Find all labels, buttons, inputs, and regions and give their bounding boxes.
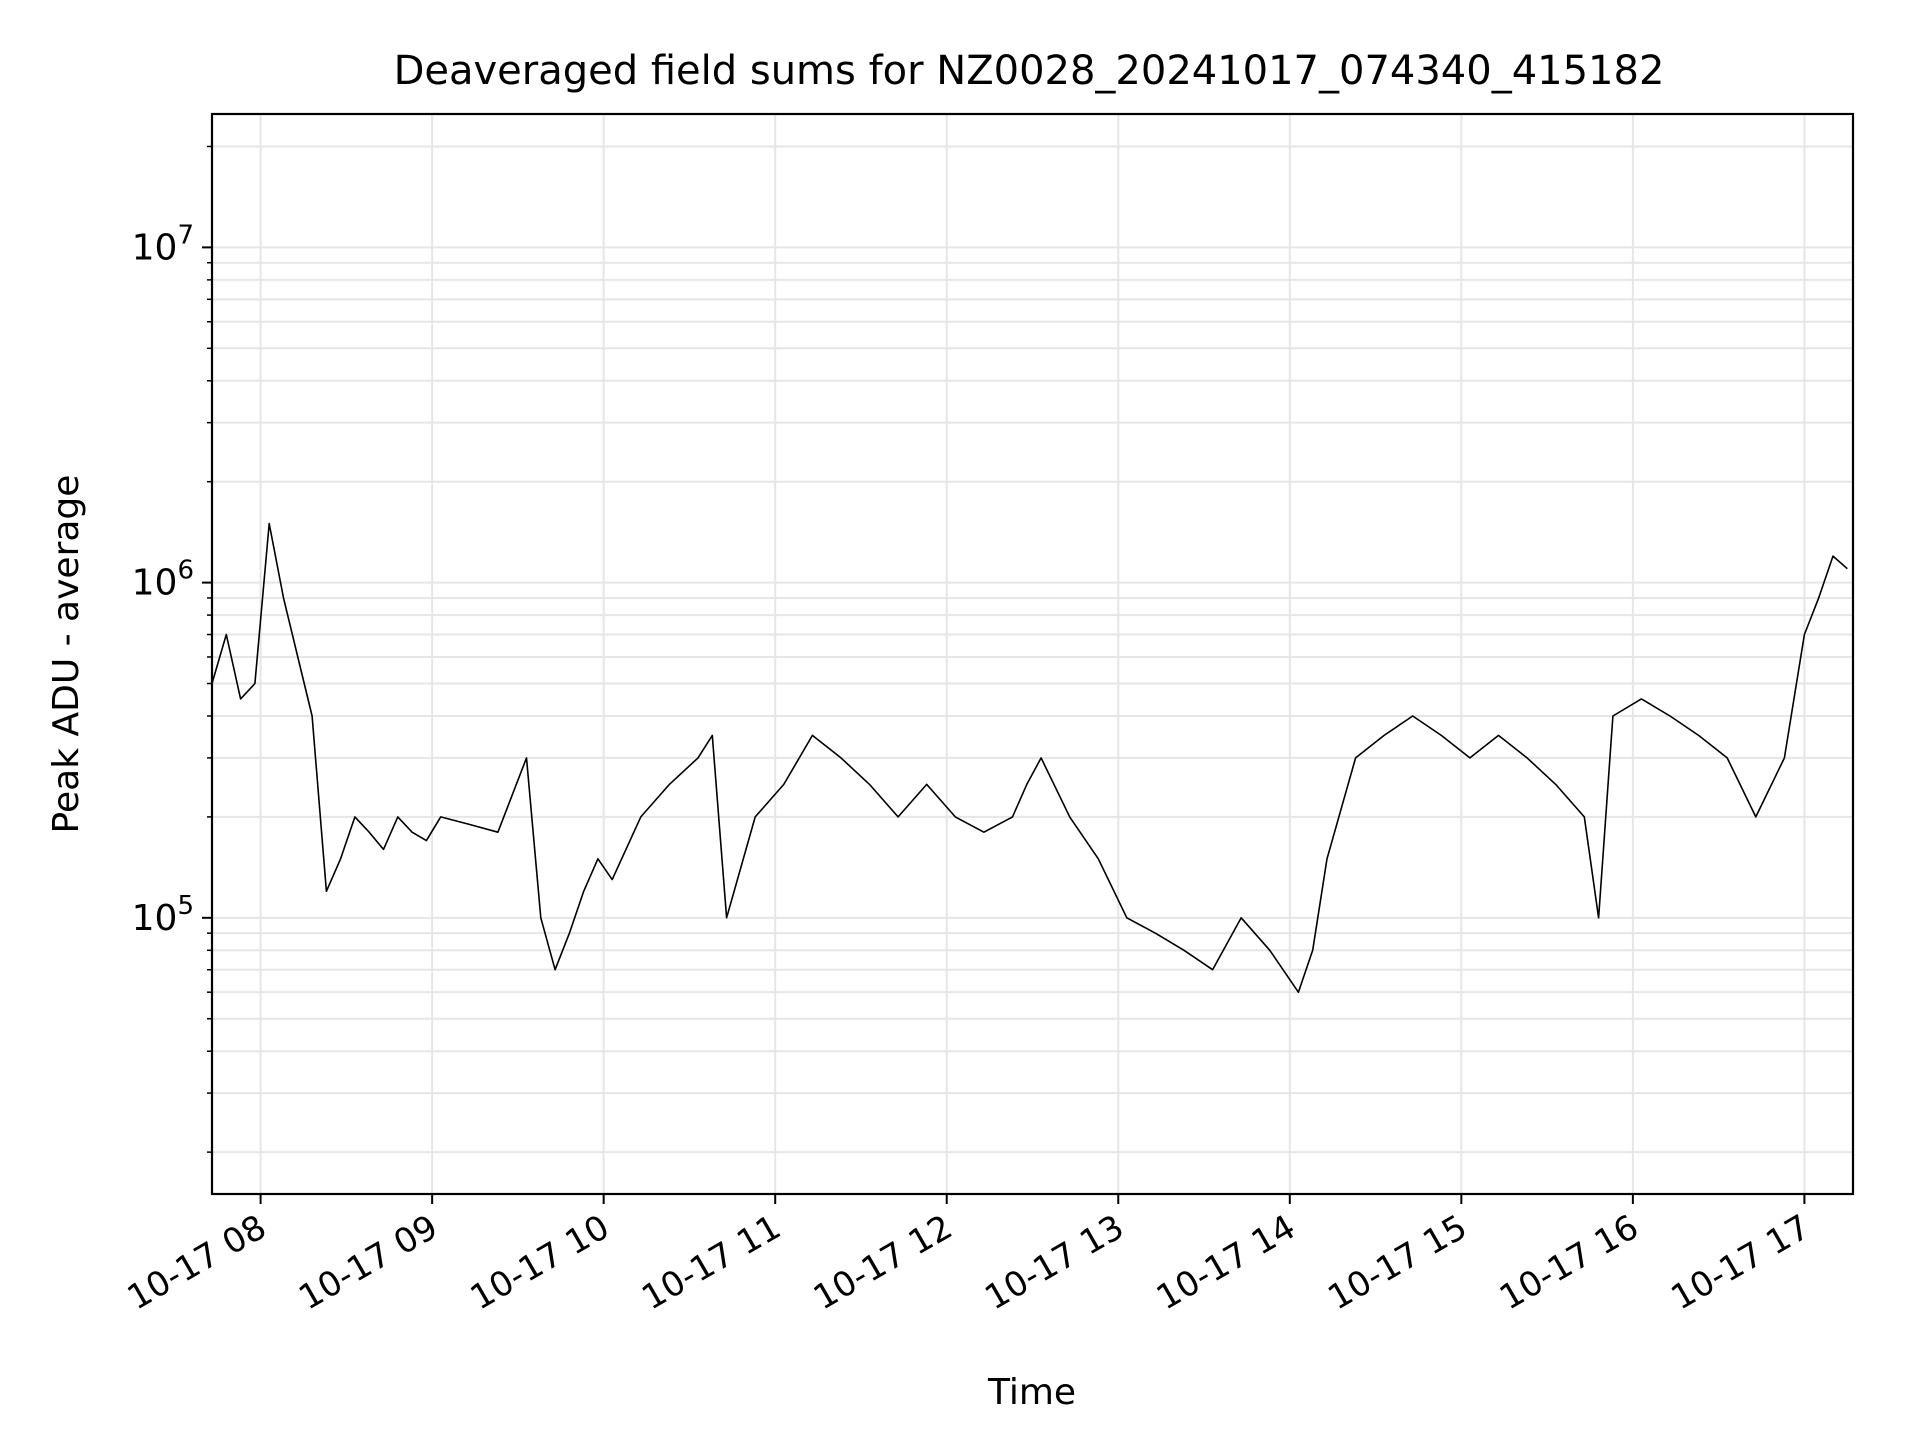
series-line bbox=[211, 522, 1848, 994]
chart-title: Deaveraged field sums for NZ0028_2024101… bbox=[394, 48, 1665, 94]
y-tick-label: 107 bbox=[132, 220, 194, 268]
grid bbox=[212, 114, 1853, 1194]
y-axis-label: Peak ADU - average bbox=[46, 475, 87, 834]
plot-frame bbox=[210, 112, 1855, 1196]
x-axis-label: Time bbox=[987, 1372, 1076, 1413]
y-tick-label: 105 bbox=[132, 891, 194, 939]
plot-area bbox=[211, 522, 1848, 994]
y-axis: 105 106 107 bbox=[132, 145, 212, 1153]
y-tick-label: 106 bbox=[132, 556, 194, 604]
